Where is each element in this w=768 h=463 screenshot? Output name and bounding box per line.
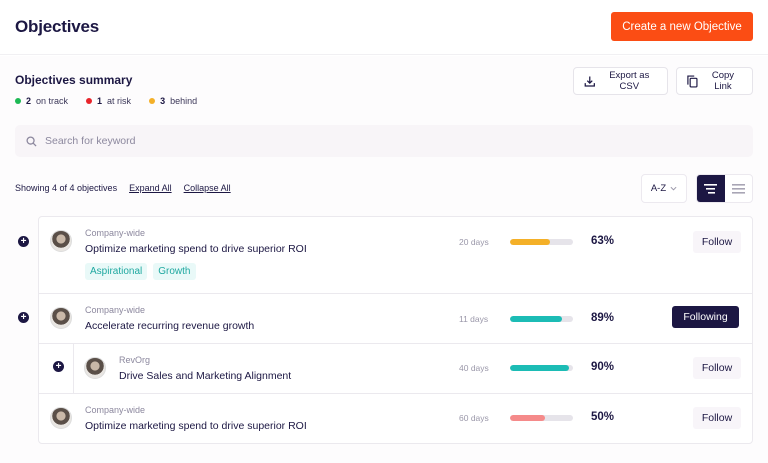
expand-row-3-icon[interactable]: + bbox=[53, 361, 64, 372]
expand-row-1-icon[interactable]: + bbox=[18, 236, 29, 247]
expand-row-2-icon[interactable]: + bbox=[18, 312, 29, 323]
search-bar bbox=[15, 125, 753, 157]
progress-bar bbox=[510, 316, 573, 322]
copy-icon bbox=[687, 74, 698, 88]
stat-at-risk: 1 at risk bbox=[86, 96, 131, 106]
stat-label: at risk bbox=[107, 96, 132, 106]
objective-scope: Company-wide bbox=[85, 305, 146, 315]
avatar bbox=[50, 230, 72, 252]
progress-percent: 89% bbox=[591, 312, 615, 324]
summary-title: Objectives summary bbox=[15, 73, 133, 87]
stat-label: on track bbox=[36, 96, 69, 106]
tree-list-icon bbox=[704, 183, 718, 194]
child-indent bbox=[73, 344, 752, 393]
copy-link-label: Copy Link bbox=[711, 70, 735, 92]
summary-stats: 2 on track 1 at risk 3 behind bbox=[15, 96, 197, 106]
follow-button[interactable]: Follow bbox=[693, 231, 741, 253]
stat-label: behind bbox=[170, 96, 198, 106]
objective-title[interactable]: Drive Sales and Marketing Alignment bbox=[119, 370, 292, 382]
avatar bbox=[50, 407, 72, 429]
avatar bbox=[84, 357, 106, 379]
objective-row[interactable]: Company-wide Optimize marketing spend to… bbox=[39, 217, 752, 294]
stat-count: 2 bbox=[26, 96, 32, 106]
page-title: Objectives bbox=[15, 17, 99, 36]
objective-title[interactable]: Accelerate recurring revenue growth bbox=[85, 320, 255, 332]
objective-row[interactable]: Company-wide Optimize marketing spend to… bbox=[39, 394, 752, 443]
showing-count: Showing 4 of 4 objectives bbox=[15, 183, 118, 193]
follow-button[interactable]: Follow bbox=[693, 407, 741, 429]
days-remaining: 20 days bbox=[459, 237, 489, 247]
download-icon bbox=[584, 76, 595, 87]
expand-all-link[interactable]: Expand All bbox=[129, 183, 172, 193]
search-icon bbox=[26, 135, 37, 147]
objective-title[interactable]: Optimize marketing spend to drive superi… bbox=[85, 420, 307, 432]
progress-bar bbox=[510, 415, 573, 421]
objective-scope: RevOrg bbox=[119, 355, 151, 365]
days-remaining: 11 days bbox=[459, 314, 489, 324]
search-input[interactable] bbox=[45, 135, 645, 147]
days-remaining: 40 days bbox=[459, 363, 489, 373]
progress-fill bbox=[510, 365, 569, 371]
flat-view-button[interactable] bbox=[725, 175, 753, 202]
collapse-all-link[interactable]: Collapse All bbox=[183, 183, 231, 193]
following-button[interactable]: Following bbox=[672, 306, 739, 328]
tag-aspirational[interactable]: Aspirational bbox=[85, 263, 148, 280]
stat-behind: 3 behind bbox=[149, 96, 197, 106]
tag-growth[interactable]: Growth bbox=[153, 263, 196, 280]
objective-scope: Company-wide bbox=[85, 405, 146, 415]
objective-tags: Aspirational Growth bbox=[85, 263, 196, 280]
stat-count: 3 bbox=[160, 96, 166, 106]
stat-on-track: 2 on track bbox=[15, 96, 68, 106]
on-track-dot-icon bbox=[15, 98, 21, 104]
sort-value: A-Z bbox=[650, 183, 667, 194]
progress-fill bbox=[510, 316, 563, 322]
create-objective-button[interactable]: Create a new Objective bbox=[611, 12, 753, 41]
behind-dot-icon bbox=[149, 98, 156, 104]
objectives-list: Company-wide Optimize marketing spend to… bbox=[38, 216, 753, 444]
list-icon bbox=[731, 183, 745, 194]
list-controls: Showing 4 of 4 objectives Expand All Col… bbox=[15, 183, 231, 193]
objective-row[interactable]: Company-wide Accelerate recurring revenu… bbox=[39, 294, 752, 344]
view-toggle bbox=[696, 174, 753, 203]
progress-percent: 50% bbox=[591, 411, 615, 423]
objective-row-child[interactable]: RevOrg Drive Sales and Marketing Alignme… bbox=[39, 344, 752, 394]
stat-count: 1 bbox=[97, 96, 103, 106]
progress-bar bbox=[510, 365, 573, 371]
days-remaining: 60 days bbox=[459, 413, 489, 423]
export-csv-button[interactable]: Export as CSV bbox=[573, 67, 668, 95]
page-header: Objectives Create a new Objective bbox=[0, 0, 768, 55]
follow-button[interactable]: Follow bbox=[693, 357, 741, 379]
objective-title[interactable]: Optimize marketing spend to drive superi… bbox=[85, 243, 307, 255]
progress-percent: 90% bbox=[591, 361, 615, 373]
progress-percent: 63% bbox=[591, 235, 615, 247]
objective-scope: Company-wide bbox=[85, 228, 146, 238]
tree-view-button[interactable] bbox=[697, 175, 725, 202]
progress-fill bbox=[510, 239, 550, 245]
chevron-down-icon bbox=[670, 186, 677, 191]
progress-bar bbox=[510, 239, 573, 245]
export-csv-label: Export as CSV bbox=[609, 70, 650, 92]
avatar bbox=[50, 307, 72, 329]
progress-fill bbox=[510, 415, 545, 421]
sort-select[interactable]: A-Z bbox=[641, 174, 687, 203]
at-risk-dot-icon bbox=[86, 98, 93, 104]
copy-link-button[interactable]: Copy Link bbox=[676, 67, 753, 95]
